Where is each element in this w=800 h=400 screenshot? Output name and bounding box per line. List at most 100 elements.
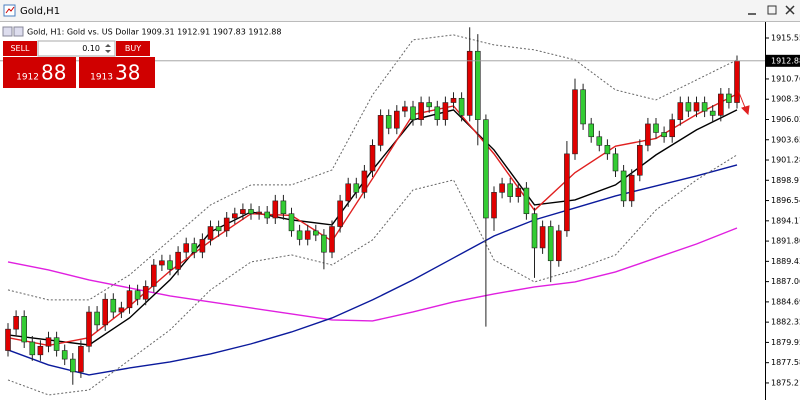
candle-body — [312, 230, 319, 236]
candle-body — [458, 97, 465, 116]
sell-label[interactable]: SELL — [10, 44, 30, 53]
candle-body — [547, 226, 554, 262]
candle-body — [94, 311, 100, 326]
candle-body — [353, 183, 360, 193]
maximize-button[interactable] — [767, 5, 777, 15]
indicator-line — [7, 164, 738, 376]
candle-body — [491, 192, 497, 219]
candle-body — [628, 174, 635, 202]
candle-body — [499, 183, 505, 193]
candle-body — [110, 298, 117, 313]
lot-value[interactable]: 0.10 — [82, 44, 100, 53]
candle-body — [507, 183, 514, 197]
candle-body — [483, 119, 489, 219]
candle-body — [645, 123, 651, 146]
candle-body — [5, 328, 11, 351]
candle-body — [86, 311, 92, 347]
buy-price-box[interactable] — [79, 57, 155, 88]
candle-body — [701, 102, 708, 112]
candle-body — [296, 230, 303, 240]
candle-body — [13, 316, 19, 330]
current-price-box — [766, 54, 800, 67]
candle-body — [636, 145, 643, 176]
y-tick-label: 1910.76 — [771, 74, 800, 83]
title-bar — [0, 0, 800, 22]
candle-body — [223, 217, 230, 232]
candle-body — [264, 211, 271, 219]
candle-body — [134, 290, 141, 300]
candle-body — [240, 209, 246, 215]
candle-body — [159, 260, 165, 266]
candle-body — [717, 93, 724, 116]
y-tick-label: 1908.39 — [771, 95, 800, 104]
sell-button[interactable] — [3, 41, 37, 56]
lot-spinner[interactable] — [105, 44, 111, 53]
candle-body — [426, 102, 433, 108]
candle-body — [580, 89, 586, 125]
axis-layer: 1915.55 1910.76 1908.39 1906.02 1903.65 1901.… — [765, 33, 800, 387]
candle-body — [199, 239, 206, 253]
candle-body — [369, 145, 376, 172]
candle-body — [304, 230, 311, 240]
candle-body — [361, 170, 368, 193]
candle-body — [677, 102, 684, 120]
buy-price-pips[interactable]: 38 — [115, 61, 140, 85]
y-tick-label: 1915.55 — [771, 33, 800, 42]
lot-input[interactable] — [37, 40, 116, 57]
candle-body — [515, 187, 522, 197]
candle-body — [207, 226, 214, 240]
candle-body — [232, 213, 238, 219]
y-tick-label: 1901.28 — [771, 156, 800, 165]
candle-body — [70, 358, 76, 373]
y-tick-label: 1896.54 — [771, 196, 800, 205]
candle-body — [572, 89, 578, 155]
candle-body — [604, 145, 611, 155]
candle-body — [596, 136, 603, 146]
candle-body — [191, 243, 198, 253]
sell-price-main[interactable]: 1912 — [16, 73, 39, 83]
candle-body — [709, 110, 716, 116]
buy-label[interactable]: BUY — [125, 44, 141, 53]
candle-body — [215, 226, 222, 232]
chart-header-icon — [13, 26, 24, 37]
candle-body — [175, 251, 181, 270]
candle-body — [653, 123, 659, 133]
buy-button[interactable] — [116, 41, 150, 56]
candle-body — [539, 226, 546, 249]
candle-body — [337, 200, 343, 227]
candle-body — [53, 337, 60, 351]
candle-body — [183, 243, 189, 253]
candle-body — [474, 50, 481, 120]
candle-body — [466, 50, 473, 116]
candle-body — [612, 153, 619, 172]
candle-body — [402, 106, 408, 112]
buy-price-main[interactable]: 1913 — [90, 73, 113, 83]
candle-body — [393, 110, 400, 129]
candle-body — [523, 187, 530, 215]
window-icon-graph — [5, 6, 15, 14]
candle-body — [693, 102, 700, 112]
candle-body — [102, 298, 108, 326]
close-button[interactable] — [785, 5, 795, 15]
candle-body — [661, 132, 667, 138]
indicator-line — [7, 34, 738, 301]
signal-arrow — [737, 89, 750, 116]
y-tick-label: 1887.06 — [771, 277, 800, 286]
candle-body — [418, 102, 424, 120]
sell-price-pips[interactable]: 88 — [41, 61, 66, 85]
candle-body — [248, 209, 254, 215]
candle-body — [434, 106, 441, 120]
candle-body — [29, 341, 36, 356]
candle-body — [564, 153, 570, 232]
y-tick-label: 1882.32 — [771, 318, 800, 327]
y-tick-label: 1875.21 — [771, 378, 800, 387]
candle-body — [734, 60, 740, 103]
candle-body — [45, 337, 52, 347]
y-tick-label: 1879.95 — [771, 338, 800, 347]
candle-body — [410, 106, 416, 120]
sell-price-box[interactable] — [3, 57, 76, 88]
candle-body — [726, 93, 732, 103]
candle-body — [321, 234, 327, 253]
